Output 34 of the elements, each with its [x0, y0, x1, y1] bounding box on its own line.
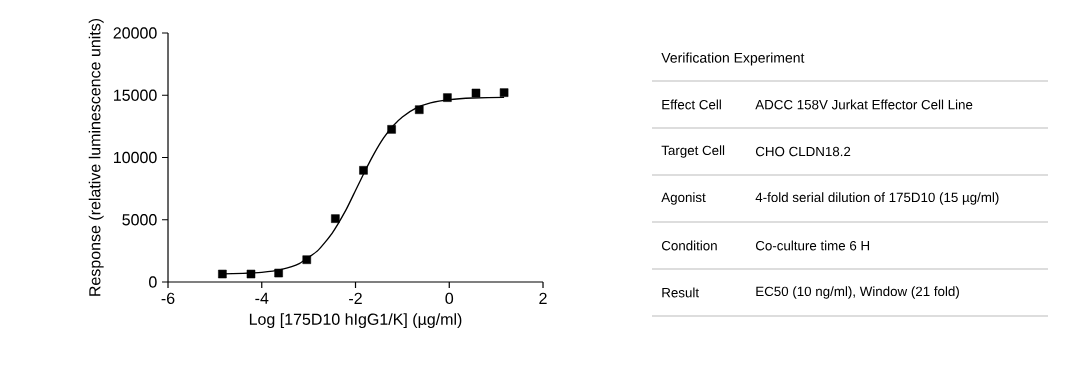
x-tick-label: 0 [445, 292, 454, 305]
point [302, 255, 312, 264]
y-tick-label: 20000 [113, 27, 157, 39]
y-tick-label: 0 [149, 276, 157, 288]
x-axis-title: Log [175D10 hIgG1/K] (µg/ml) [249, 313, 462, 329]
text: ADCC 158V Jurkat Effector Cell Line [755, 99, 973, 110]
text: Target Cell [661, 145, 725, 158]
y-axis-title: Response (relative luminescence units) [88, 18, 104, 296]
point [218, 269, 227, 279]
text: Condition [661, 240, 717, 251]
y-tick-label: 15000 [114, 89, 157, 101]
point [331, 214, 340, 223]
x-tick-label: -4 [255, 292, 269, 304]
text: 4-fold serial dilution of 175D10 (15 µg/ml) [755, 192, 999, 205]
text: Verification Experiment [661, 52, 805, 66]
text: CHO CLDN18.2 [755, 146, 851, 157]
x-tick-label: 2 [539, 292, 547, 304]
x-tick-label: -6 [161, 292, 175, 305]
text: Effect Cell [662, 99, 721, 110]
point [359, 166, 368, 175]
point [499, 88, 509, 97]
x-tick-label: -2 [349, 292, 362, 304]
point [414, 105, 424, 114]
text: Result [662, 287, 699, 298]
text: EC50 (10 ng/ml), Window (21 fold) [756, 286, 959, 299]
point [443, 93, 452, 102]
y-tick-label: 10000 [114, 151, 157, 164]
point [246, 269, 256, 279]
y-tick-label: 5000 [122, 214, 157, 226]
point [274, 268, 283, 278]
point [471, 88, 481, 98]
text: Agonist [661, 192, 706, 205]
point [387, 125, 396, 134]
text: Co-culture time 6 H [755, 240, 870, 251]
